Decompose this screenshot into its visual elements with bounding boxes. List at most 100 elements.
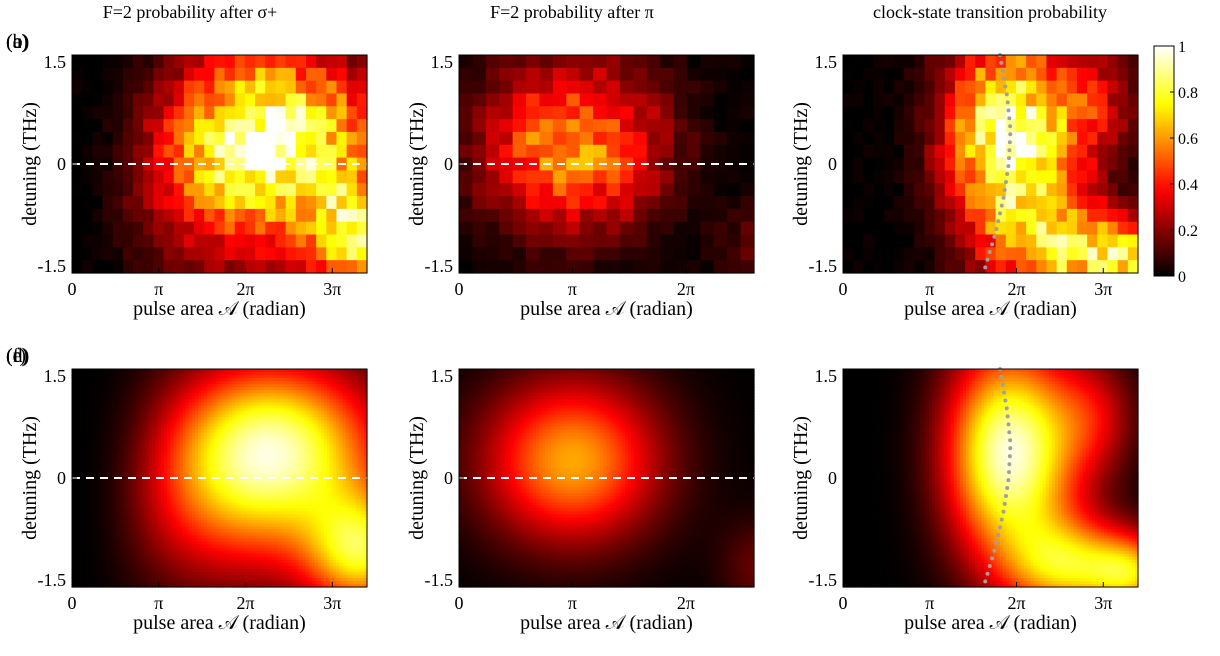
heatmap-cell <box>170 471 174 476</box>
heatmap-cell <box>210 547 214 552</box>
heatmap-cell <box>216 426 221 431</box>
heatmap-cell <box>81 432 85 437</box>
heatmap-cell <box>179 481 184 485</box>
heatmap-cell <box>356 221 368 236</box>
heatmap-cell <box>164 390 168 394</box>
heatmap-cell <box>207 393 211 397</box>
heatmap-cell <box>72 67 83 82</box>
heatmap-cell <box>118 369 122 373</box>
heatmap-cell <box>207 502 211 506</box>
heatmap-cell <box>148 393 153 397</box>
heatmap-cell <box>72 260 83 274</box>
heatmap-cell <box>204 405 208 409</box>
heatmap-cell <box>99 420 104 425</box>
heatmap-cell <box>90 447 95 452</box>
heatmap-cell <box>121 429 125 434</box>
heatmap-cell <box>151 435 156 440</box>
heatmap-cell <box>176 456 181 461</box>
heatmap-cell <box>914 119 925 133</box>
heatmap-cell <box>219 496 224 500</box>
heatmap-cell <box>213 535 218 540</box>
heatmap-cell <box>222 405 227 409</box>
heatmap-cell <box>275 144 287 159</box>
heatmap-cell <box>204 414 208 419</box>
heatmap-cell <box>173 559 178 564</box>
heatmap-cell <box>87 562 92 567</box>
heatmap-cell <box>118 426 122 431</box>
heatmap-cell <box>124 484 128 488</box>
heatmap-cell <box>1127 208 1139 223</box>
heatmap-cell <box>934 144 946 159</box>
heatmap-cell <box>92 119 104 133</box>
heatmap-cell <box>118 465 122 470</box>
heatmap-cell <box>224 106 236 120</box>
heatmap-cell <box>154 375 159 379</box>
heatmap-cell <box>102 387 107 391</box>
heatmap-cell <box>660 131 675 146</box>
heatmap-cell <box>201 514 205 518</box>
heatmap-cell <box>158 496 162 500</box>
heatmap-cell <box>81 420 85 425</box>
heatmap-cell <box>93 556 98 561</box>
heatmap-cell <box>275 260 287 274</box>
heatmap-cell <box>99 520 104 525</box>
heatmap-cell <box>579 67 594 82</box>
heatmap-cell <box>176 520 181 525</box>
heatmap-cell <box>224 93 236 107</box>
heatmap-cell <box>105 441 110 446</box>
heatmap-cell <box>72 441 76 446</box>
heatmap-cell <box>356 144 368 159</box>
heatmap-cell <box>121 444 125 449</box>
heatmap-cell <box>161 414 165 419</box>
heatmap-cell <box>142 432 147 437</box>
heatmap-cell <box>130 562 135 567</box>
heatmap-cell <box>176 553 181 558</box>
heatmap-cell <box>1056 221 1068 236</box>
heatmap-cell <box>526 119 541 133</box>
heatmap-cell <box>102 170 114 184</box>
heatmap-cell <box>182 426 187 431</box>
heatmap-cell <box>316 144 327 159</box>
heatmap-cell <box>139 408 144 412</box>
heatmap-cell <box>566 196 581 210</box>
heatmap-cell <box>161 484 165 488</box>
heatmap-cell <box>127 468 131 473</box>
heatmap-cell <box>118 459 122 464</box>
heatmap-cell <box>115 520 119 525</box>
heatmap-cell <box>176 556 181 561</box>
heatmap-cell <box>188 523 193 528</box>
heatmap-cell <box>118 532 122 537</box>
heatmap-cell <box>121 441 125 446</box>
heatmap-cell <box>148 532 153 537</box>
heatmap-cell <box>204 106 216 120</box>
heatmap-cell <box>176 577 181 582</box>
heatmap-cell <box>194 535 199 540</box>
heatmap-cell <box>93 571 98 576</box>
heatmap-cell <box>853 93 864 107</box>
heatmap-cell <box>145 444 150 449</box>
heatmap-cell <box>213 559 218 564</box>
heatmap-cell <box>1015 183 1027 197</box>
heatmap-cell <box>173 526 178 531</box>
heatmap-cell <box>219 378 224 382</box>
heatmap-cell <box>96 372 101 376</box>
heatmap-cell <box>111 399 116 403</box>
heatmap-cell <box>222 417 227 422</box>
heatmap-cell <box>87 526 92 531</box>
heatmap-cell <box>99 462 104 467</box>
heatmap-cell <box>173 378 178 382</box>
heatmap-cell <box>234 247 246 261</box>
heatmap-cell <box>216 523 221 528</box>
heatmap-cell <box>191 465 196 470</box>
heatmap-cell <box>151 420 156 425</box>
heatmap-cell <box>255 183 266 197</box>
heatmap-cell <box>139 484 144 488</box>
heatmap-cell <box>142 459 147 464</box>
heatmap-cell <box>78 441 82 446</box>
heatmap-cell <box>194 465 199 470</box>
heatmap-cell <box>75 574 79 579</box>
heatmap-cell <box>92 67 104 82</box>
heatmap-cell <box>213 484 218 488</box>
heatmap-cell <box>145 556 150 561</box>
heatmap-cell <box>115 369 119 373</box>
